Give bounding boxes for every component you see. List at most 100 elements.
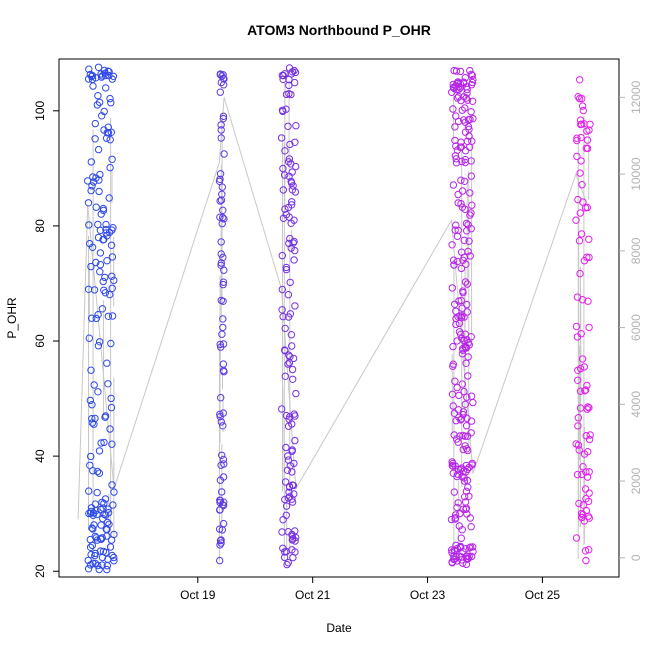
data-point (448, 462, 456, 470)
data-point (468, 97, 477, 106)
data-point (87, 158, 96, 166)
data-point (448, 284, 456, 292)
data-point (220, 150, 228, 158)
data-point (462, 359, 470, 367)
data-point (101, 495, 110, 503)
data-point (288, 447, 296, 455)
data-point (460, 78, 468, 86)
data-point (288, 468, 296, 476)
data-point (573, 134, 581, 142)
data-point (94, 388, 102, 396)
data-point (284, 122, 292, 131)
data-point (288, 495, 296, 503)
data-point (89, 467, 97, 475)
data-point (466, 252, 474, 260)
data-point (457, 534, 465, 542)
data-point (574, 414, 583, 422)
data-point (467, 81, 476, 89)
data-point (95, 447, 104, 455)
data-point (218, 219, 226, 228)
data-point (448, 241, 456, 249)
data-point (454, 470, 462, 478)
data-point (281, 478, 290, 486)
data-point (216, 496, 225, 505)
data-point (586, 431, 594, 439)
data-point (459, 431, 467, 440)
data-point (574, 376, 582, 384)
data-point (463, 300, 471, 309)
data-point (219, 206, 227, 215)
data-point (104, 123, 113, 131)
data-point (217, 126, 225, 134)
data-point (101, 412, 110, 420)
data-point (292, 389, 300, 398)
data-point (85, 65, 93, 73)
data-point (108, 155, 116, 164)
data-point (461, 400, 469, 408)
data-point (578, 102, 587, 110)
data-point (219, 409, 228, 417)
data-point (573, 293, 582, 301)
data-point (220, 368, 228, 376)
y-tick-label: 20 (33, 564, 47, 578)
data-point (102, 220, 110, 229)
data-point (288, 532, 296, 540)
data-point (467, 333, 475, 341)
data-point (580, 517, 588, 525)
data-point (110, 530, 118, 539)
data-point (458, 350, 467, 358)
data-point (84, 199, 93, 207)
data-point (217, 418, 226, 426)
data-point (219, 278, 228, 286)
data-point (216, 197, 224, 205)
data-point (219, 112, 228, 121)
data-point (87, 504, 96, 512)
data-point (452, 159, 461, 167)
data-point (100, 438, 108, 447)
data-point (94, 63, 103, 72)
data-point (451, 377, 459, 385)
data-point (572, 216, 580, 224)
data-point (96, 249, 105, 257)
data-point (457, 330, 465, 339)
data-point (284, 452, 292, 460)
data-point (88, 314, 96, 322)
data-point (576, 404, 585, 412)
data-point (84, 285, 93, 293)
point-group (447, 66, 477, 569)
data-point (454, 465, 463, 474)
data-point (96, 261, 105, 269)
data-point (466, 115, 474, 124)
data-point (217, 394, 225, 402)
data-point (84, 565, 93, 573)
data-point (467, 70, 475, 79)
data-point (468, 461, 476, 469)
data-point (583, 136, 592, 144)
data-point (285, 351, 293, 359)
data-point (453, 85, 461, 94)
data-point (467, 209, 475, 217)
data-point (585, 235, 593, 244)
data-point (282, 502, 291, 510)
data-point (89, 525, 97, 533)
data-point (461, 147, 470, 155)
data-point (85, 221, 93, 229)
data-point (459, 559, 467, 567)
data-point (281, 205, 289, 213)
data-point (286, 140, 294, 149)
data-point (216, 88, 225, 96)
data-point (218, 183, 227, 191)
data-point (94, 145, 103, 154)
data-point (89, 173, 97, 181)
data-point (89, 559, 97, 567)
data-point (217, 238, 225, 246)
data-point (585, 323, 593, 332)
data-point (459, 408, 468, 416)
data-point (217, 134, 225, 142)
data-point (108, 284, 116, 292)
data-point (217, 536, 225, 544)
data-point (457, 416, 465, 424)
data-point (462, 422, 471, 430)
data-point (220, 215, 228, 223)
data-point (104, 67, 112, 75)
